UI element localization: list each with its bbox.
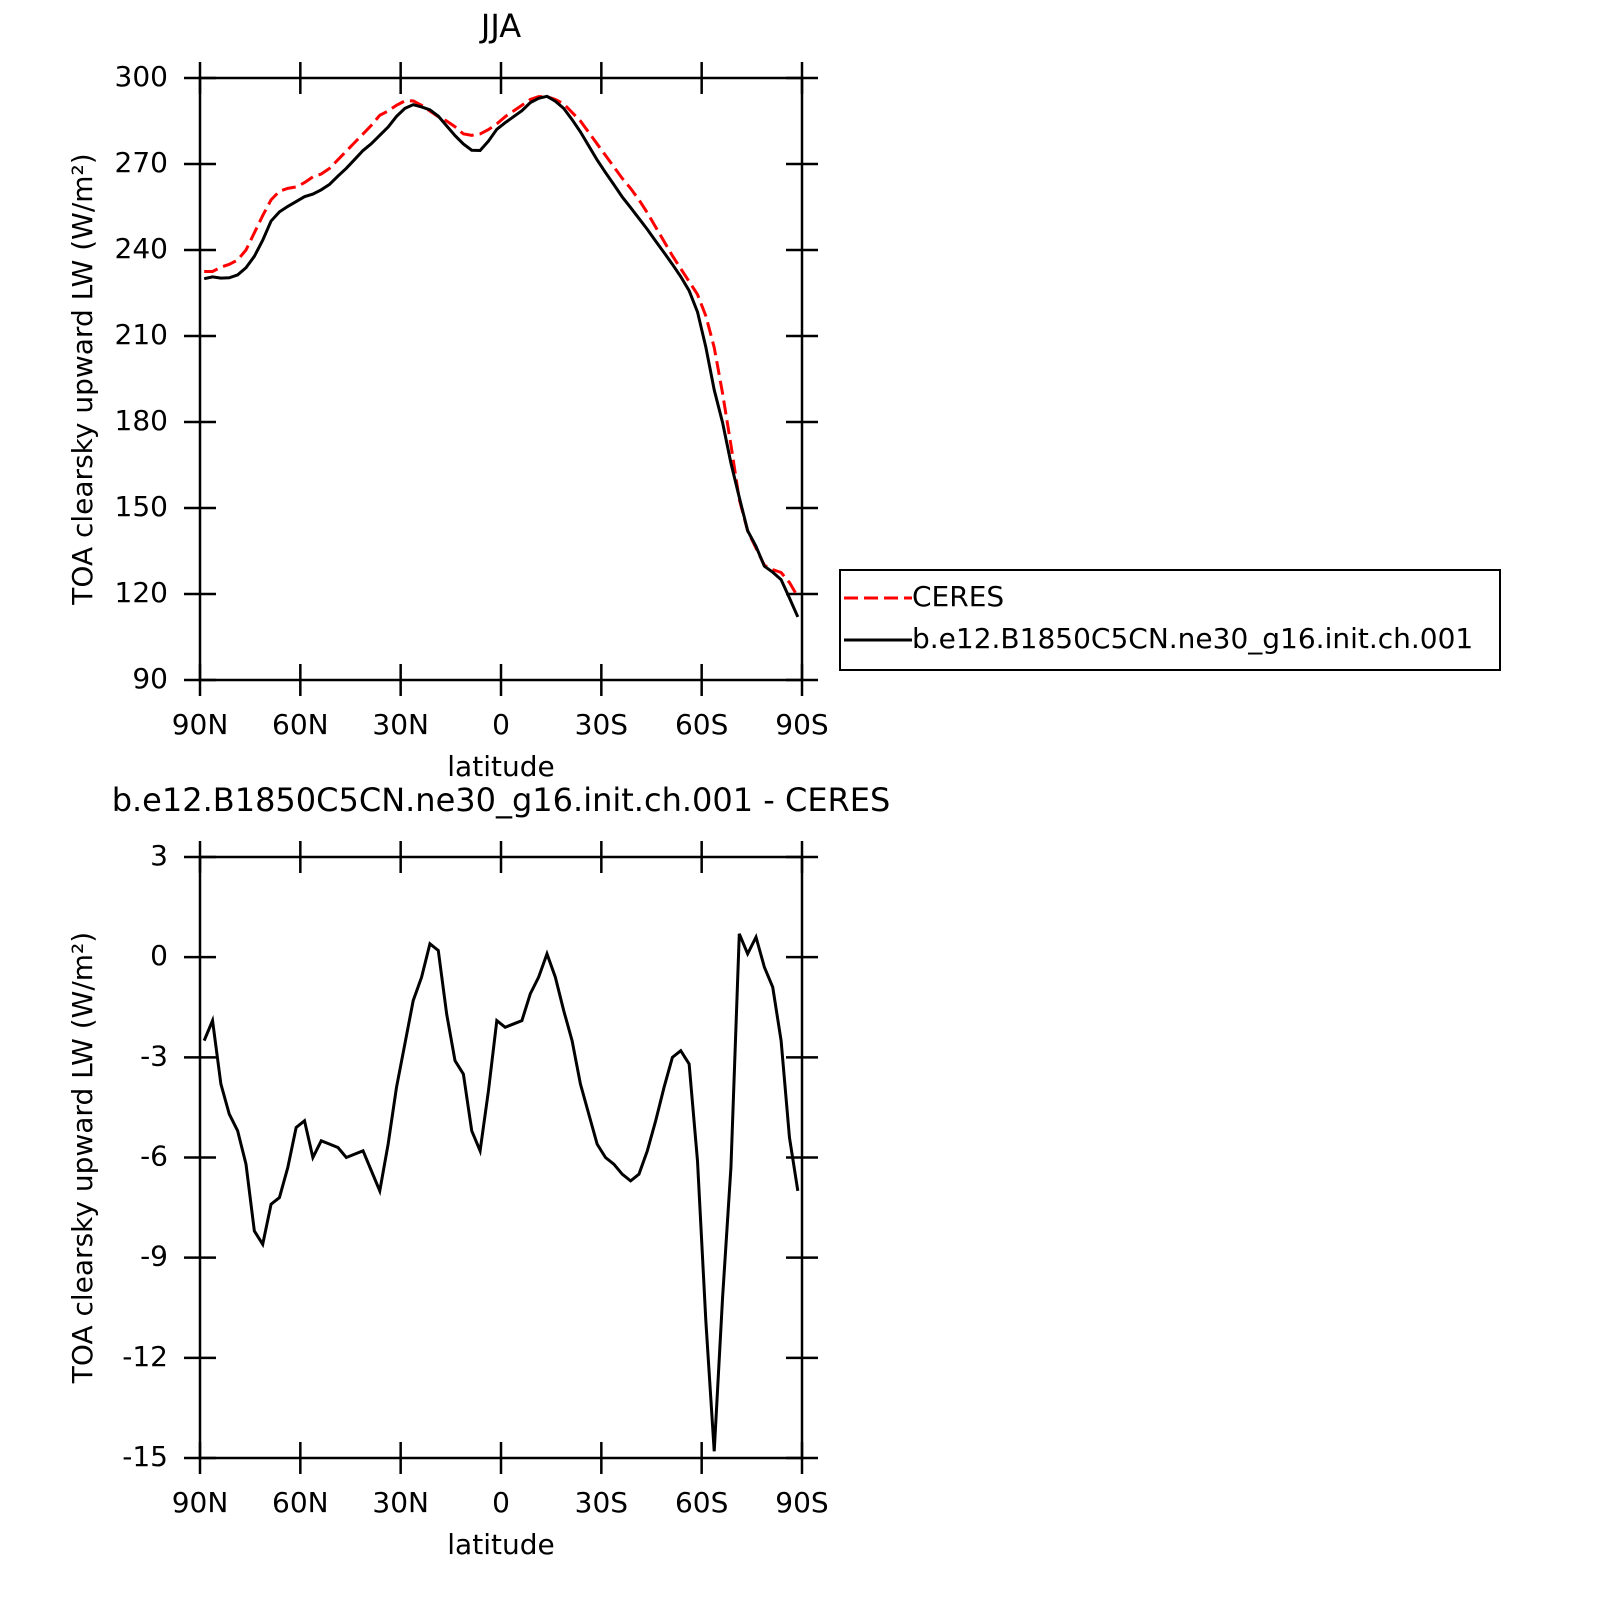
- y-tick-label: -6: [140, 1140, 168, 1173]
- y-tick-label: 300: [115, 60, 168, 93]
- chart-title: JJA: [479, 7, 521, 45]
- y-tick-label: -3: [140, 1039, 168, 1072]
- x-axis-label: latitude: [447, 1528, 554, 1561]
- x-tick-label: 30S: [575, 1486, 628, 1519]
- x-axis-label: latitude: [447, 750, 554, 783]
- legend-label: CERES: [912, 580, 1004, 613]
- x-tick-label: 60S: [675, 1486, 728, 1519]
- x-tick-label: 0: [492, 1486, 510, 1519]
- series-line: [202, 932, 800, 1452]
- x-tick-label: 60N: [272, 1486, 329, 1519]
- y-tick-label: 90: [132, 662, 168, 695]
- y-axis-label: TOA clearsky upward LW (W/m²): [66, 153, 99, 605]
- x-tick-label: 60N: [272, 708, 329, 741]
- x-tick-label: 90S: [775, 1486, 828, 1519]
- x-tick-label: 30N: [372, 1486, 429, 1519]
- x-tick-label: 90S: [775, 708, 828, 741]
- y-axis-label: TOA clearsky upward LW (W/m²): [66, 932, 99, 1384]
- series-line: [204, 95, 800, 598]
- x-tick-label: 30S: [575, 708, 628, 741]
- x-tick-label: 90N: [172, 708, 229, 741]
- y-tick-label: 3: [150, 839, 168, 872]
- x-tick-label: 0: [492, 708, 510, 741]
- y-tick-label: 240: [115, 232, 168, 265]
- y-tick-label: 150: [115, 490, 168, 523]
- x-tick-label: 60S: [675, 708, 728, 741]
- series-line: [203, 94, 800, 618]
- y-tick-label: 210: [115, 318, 168, 351]
- y-tick-label: 180: [115, 404, 168, 437]
- y-tick-label: 120: [115, 576, 168, 609]
- legend-box: [839, 569, 1501, 671]
- x-tick-label: 30N: [372, 708, 429, 741]
- x-tick-label: 90N: [172, 1486, 229, 1519]
- y-tick-label: -15: [122, 1440, 168, 1473]
- y-tick-label: 0: [150, 939, 168, 972]
- legend-label: b.e12.B1850C5CN.ne30_g16.init.ch.001: [912, 622, 1473, 655]
- chart-title: b.e12.B1850C5CN.ne30_g16.init.ch.001 - C…: [112, 781, 891, 819]
- y-tick-label: -12: [122, 1340, 168, 1373]
- y-tick-label: -9: [140, 1240, 168, 1273]
- y-tick-label: 270: [115, 146, 168, 179]
